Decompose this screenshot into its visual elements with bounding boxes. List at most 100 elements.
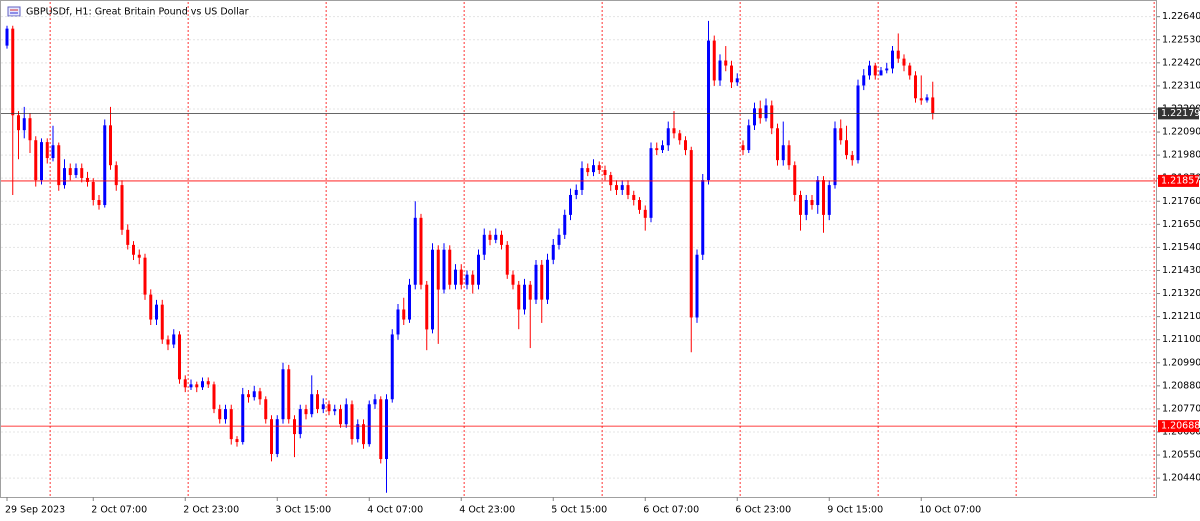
y-tick-label: 1.22640 [1162,11,1200,22]
candle-body [166,339,170,345]
x-tick-label: 2 Oct 23:00 [183,505,239,516]
candle-body [459,269,463,285]
candle-body [649,148,653,218]
candle-body [143,257,147,295]
candle-body [362,424,365,445]
candle-body [91,181,95,200]
candle-body [109,125,112,166]
candle-body [477,254,480,285]
candle-body [103,125,107,206]
candle-body [816,180,820,206]
candle-body [448,249,452,285]
candle-body [270,419,273,455]
candle-body [63,168,66,186]
candle-body [74,168,78,176]
candle-body [11,28,15,116]
candle-body [902,58,906,66]
price-label: 1.20688 [1161,421,1200,432]
x-tick-label: 6 Oct 07:00 [643,505,699,516]
candle-body [804,200,808,215]
candle-body [22,118,26,131]
candle-body [787,145,791,166]
price-label-box [1158,107,1199,120]
candle-body [770,105,774,129]
candle-body [822,180,825,215]
candle-body [172,334,176,345]
candle-body [528,284,532,300]
x-tick-label: 29 Sep 2023 [5,505,65,516]
candle-body [885,68,889,71]
candle-body [258,391,262,400]
candle-body [385,399,388,460]
y-tick-label: 1.22420 [1162,57,1200,68]
candle-body [810,200,814,206]
candle-body [546,259,549,300]
candle-body [160,304,164,340]
candle-body [321,404,325,410]
candle-body [563,214,567,235]
chart-title: GBPUSDf, H1: Great Britain Pound vs US D… [26,7,249,18]
candle-body [718,60,722,81]
candle-body [68,168,72,176]
candle-body [569,194,572,215]
candle-body [523,284,526,310]
candle-body [51,145,55,159]
candle-body [339,409,342,425]
candle-body [868,65,871,76]
candle-body [17,115,20,131]
y-tick-label: 1.21540 [1162,242,1200,253]
candle-body [327,404,331,412]
candle-body [80,168,84,178]
candle-body [218,409,222,420]
candle-body [183,379,187,388]
candle-body [597,165,601,171]
candle-body [747,125,751,151]
candle-body [735,78,739,83]
x-tick-label: 9 Oct 15:00 [827,505,883,516]
y-tick-label: 1.21320 [1162,288,1200,299]
candle-body [224,409,227,420]
candle-body [724,60,728,66]
y-tick-label: 1.20990 [1162,357,1200,368]
x-tick-label: 5 Oct 15:00 [551,505,607,516]
candle-body [287,369,291,420]
x-tick-label: 4 Oct 23:00 [459,505,515,516]
candle-body [275,419,279,455]
y-tick-label: 1.21100 [1162,334,1200,345]
candle-body [333,409,337,412]
candle-body [298,409,302,435]
candle-body [195,384,199,388]
candle-body [914,75,917,99]
candle-body [45,142,49,159]
candle-body [350,404,354,440]
y-tick-label: 1.22090 [1162,127,1200,138]
candle-body [517,284,521,310]
price-label: 1.21857 [1161,175,1200,186]
candle-body [97,200,101,206]
candle-body [137,254,141,258]
candle-body [454,269,457,285]
candle-body [235,439,239,443]
symbol-icon [7,6,21,17]
price-label-box [1158,174,1199,187]
candle-body [114,165,118,186]
y-tick-label: 1.20440 [1162,473,1200,484]
candle-body [408,284,411,320]
y-tick-label: 1.21760 [1162,196,1200,207]
candle-body [793,165,797,195]
candle-body [310,394,314,415]
candle-body [534,264,538,300]
candle-body [149,294,153,320]
candle-body [695,254,699,318]
candle-body [471,274,475,285]
candle-body [712,40,716,81]
candle-body [655,148,659,151]
candle-body [609,175,613,186]
candle-body [28,118,32,141]
icon-box [7,6,21,17]
y-tick-label: 1.22310 [1162,80,1200,91]
candle-body [247,394,250,398]
candle-body [442,249,446,290]
